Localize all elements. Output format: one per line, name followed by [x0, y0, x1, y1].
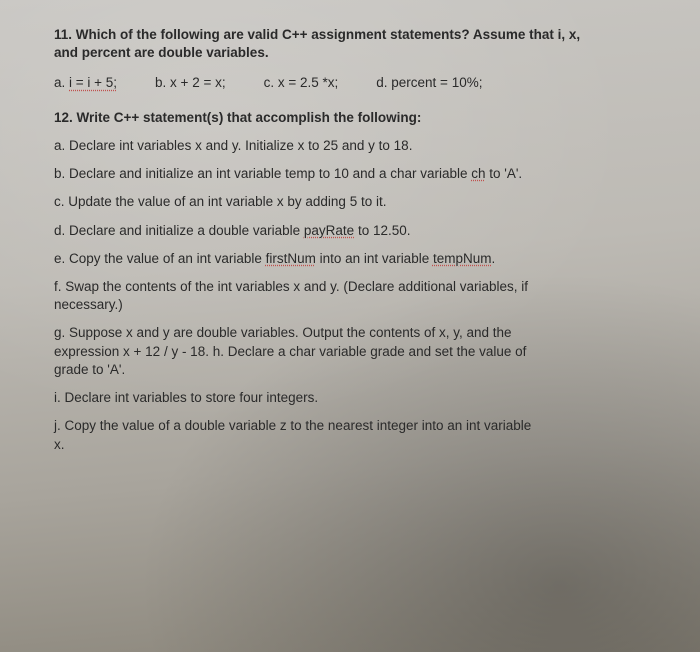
question-11: 11. Which of the following are valid C++… — [54, 26, 658, 93]
q12-f: f. Swap the contents of the int variable… — [54, 278, 658, 314]
q12-j-line1: j. Copy the value of a double variable z… — [54, 417, 658, 435]
q12-e-temp: tempNum — [433, 251, 492, 266]
q11-opt-a: a. i = i + 5; — [54, 74, 117, 92]
q12-f-line1: f. Swap the contents of the int variable… — [54, 278, 658, 296]
q11-opt-a-label: a. — [54, 75, 69, 90]
q12-j: j. Copy the value of a double variable z… — [54, 417, 658, 453]
q12-e-pre: e. Copy the value of an int variable — [54, 251, 266, 266]
q12-f-line2: necessary.) — [54, 296, 658, 314]
q12-e-mid: into an int variable — [316, 251, 433, 266]
q12-e: e. Copy the value of an int variable fir… — [54, 250, 658, 268]
q11-line2: and percent are double variables. — [54, 44, 658, 62]
q11-prompt-b: and percent are double variables. — [54, 45, 269, 60]
q12-b-pre: b. Declare and initialize an int variabl… — [54, 166, 471, 181]
q12-g-line3: grade to 'A'. — [54, 361, 658, 379]
q11-opt-b: b. x + 2 = x; — [155, 74, 226, 92]
q12-b-post: to 'A'. — [486, 166, 523, 181]
q12-b: b. Declare and initialize an int variabl… — [54, 165, 658, 183]
q12-a: a. Declare int variables x and y. Initia… — [54, 137, 658, 155]
q12-i: i. Declare int variables to store four i… — [54, 389, 658, 407]
q12-d-pre: d. Declare and initialize a double varia… — [54, 223, 304, 238]
q11-prompt-a: 11. Which of the following are valid C++… — [54, 27, 580, 42]
q12-e-first: firstNum — [266, 251, 316, 266]
q12-g: g. Suppose x and y are double variables.… — [54, 324, 658, 379]
q12-g-line2: expression x + 12 / y - 18. h. Declare a… — [54, 343, 658, 361]
question-12: 12. Write C++ statement(s) that accompli… — [54, 109, 658, 454]
q12-j-line2: x. — [54, 436, 658, 454]
q12-b-ch: ch — [471, 166, 485, 181]
q12-e-post: . — [491, 251, 495, 266]
q11-opt-a-expr: i = i + 5; — [69, 75, 117, 90]
q11-options: a. i = i + 5; b. x + 2 = x; c. x = 2.5 *… — [54, 74, 658, 92]
q12-d-pay: payRate — [304, 223, 354, 238]
q12-c: c. Update the value of an int variable x… — [54, 193, 658, 211]
q11-line1: 11. Which of the following are valid C++… — [54, 26, 658, 44]
q11-opt-d: d. percent = 10%; — [376, 74, 482, 92]
q12-g-line1: g. Suppose x and y are double variables.… — [54, 324, 658, 342]
q12-d-post: to 12.50. — [354, 223, 410, 238]
q11-opt-c: c. x = 2.5 *x; — [264, 74, 339, 92]
q12-prompt: 12. Write C++ statement(s) that accompli… — [54, 109, 658, 127]
q12-d: d. Declare and initialize a double varia… — [54, 222, 658, 240]
